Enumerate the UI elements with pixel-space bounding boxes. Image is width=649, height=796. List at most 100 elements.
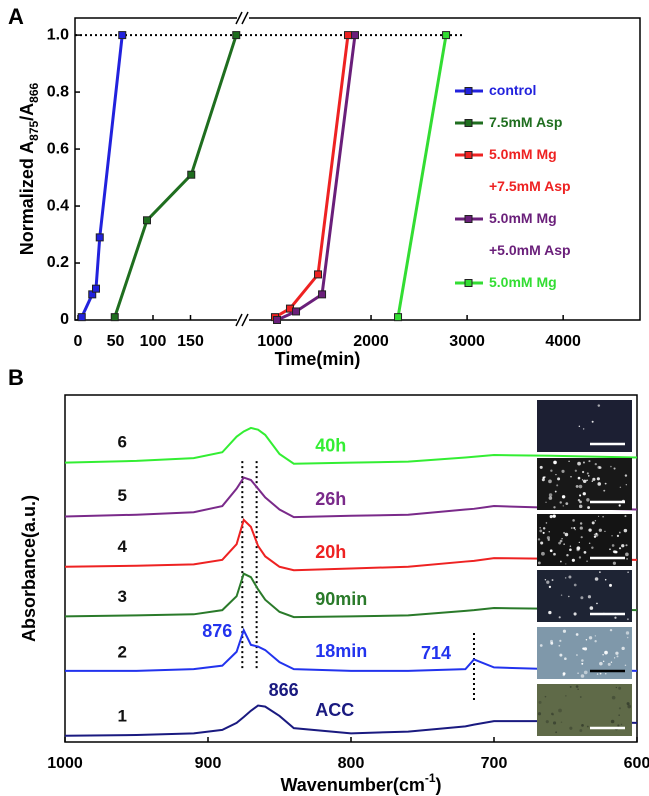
legend-label: 7.5mM Asp — [489, 114, 563, 130]
photo-speck — [566, 554, 569, 557]
photo-speck — [549, 549, 553, 553]
photo-speck — [625, 631, 630, 635]
axis-break-mark — [241, 11, 249, 25]
photo-speck — [582, 492, 586, 496]
legend-swatch — [455, 87, 483, 95]
series-line — [64, 476, 638, 519]
photo-speck — [544, 695, 547, 698]
photo-speck — [551, 579, 554, 581]
photo-speck — [596, 673, 599, 675]
x-tick-label: 3000 — [449, 333, 485, 350]
y-axis-label-part: 875 — [27, 121, 41, 141]
photo-speck — [577, 461, 581, 466]
photo-speck — [557, 477, 561, 481]
curve-number: 2 — [117, 642, 126, 661]
photo-speck — [618, 531, 621, 534]
photo-speck — [556, 484, 559, 487]
photo-speck — [562, 505, 564, 507]
photo-speck — [564, 657, 567, 661]
photo-speck — [565, 695, 567, 697]
photo-speck — [627, 571, 629, 573]
series-line — [276, 34, 357, 322]
photo-speck — [597, 482, 602, 486]
photo-speck — [579, 696, 582, 698]
photo-speck — [624, 515, 627, 518]
photo-speck — [569, 685, 572, 688]
series-line — [113, 34, 238, 318]
series-line — [64, 572, 638, 619]
photo-speck — [539, 527, 541, 529]
photo-speck — [550, 469, 553, 472]
photo-speck — [576, 548, 580, 552]
y-tick-label: 0 — [60, 311, 69, 328]
photo-speck — [594, 635, 597, 637]
x-tick-label: 100 — [140, 333, 167, 350]
photo-speck — [546, 536, 550, 540]
y-tick-label: 0.6 — [47, 140, 69, 157]
photo-speck — [589, 606, 594, 610]
photo-speck — [581, 479, 584, 481]
photo-speck — [610, 465, 612, 468]
photo-speck — [568, 595, 570, 598]
panel-label: B — [8, 365, 24, 390]
data-point — [273, 316, 282, 324]
axis-break-mark — [235, 11, 243, 25]
photo-speck — [572, 519, 575, 522]
photo-speck — [617, 724, 620, 727]
photo-speck — [555, 473, 557, 476]
photo-speck — [615, 686, 617, 689]
data-point — [110, 313, 119, 322]
series-line — [65, 627, 638, 672]
photo-speck — [587, 595, 592, 599]
photo-speck — [577, 688, 579, 690]
photo-speck — [561, 469, 565, 473]
photo-speck — [616, 534, 620, 537]
photo-speck — [562, 673, 565, 677]
photo-speck — [578, 484, 583, 489]
photo-speck — [554, 490, 557, 493]
photo-speck — [573, 612, 577, 616]
photo-speck — [599, 672, 602, 675]
photo-speck — [597, 465, 601, 469]
photo-speck — [596, 477, 600, 481]
photo-speck — [570, 476, 572, 478]
data-point — [351, 31, 360, 40]
photo-speck — [559, 539, 563, 543]
photo-speck — [604, 578, 607, 581]
photo-speck — [578, 504, 583, 509]
photo-speck — [621, 544, 625, 548]
series-line — [64, 704, 638, 737]
photo-speck — [614, 616, 617, 619]
photo-speck — [603, 489, 606, 492]
photo-speck — [559, 501, 562, 504]
photo-speck — [582, 479, 587, 484]
x-tick-label: 900 — [195, 755, 222, 772]
photo-speck — [611, 544, 615, 547]
curve-time: 90min — [315, 589, 367, 609]
photo-speck — [613, 550, 617, 554]
photo-speck — [625, 484, 627, 486]
photo-speck — [582, 647, 585, 650]
data-point — [118, 31, 127, 40]
photo-speck — [558, 541, 562, 545]
legend-swatch — [455, 279, 483, 287]
photo-speck — [577, 476, 581, 480]
photo-speck — [571, 558, 575, 562]
x-tick-label: 800 — [338, 755, 365, 772]
photo-speck — [586, 479, 588, 481]
legend-entry: 5.0mM Mg +5.0mM Asp — [455, 202, 635, 266]
photo-speck — [565, 563, 567, 565]
curve-time: 18min — [315, 641, 367, 661]
photo-speck — [582, 428, 585, 430]
photo-speck — [605, 673, 607, 675]
y-axis-label-part: Normalized A — [17, 141, 37, 255]
photo-speck — [619, 486, 622, 488]
photo-speck — [612, 561, 617, 565]
legend-entry: 5.0mM Mg — [455, 266, 635, 298]
photo-speck — [594, 640, 597, 643]
x-axis-label-part: -1 — [425, 771, 436, 785]
photo-speck — [581, 470, 585, 474]
photo-speck — [623, 528, 628, 533]
photo-speck — [579, 729, 583, 733]
